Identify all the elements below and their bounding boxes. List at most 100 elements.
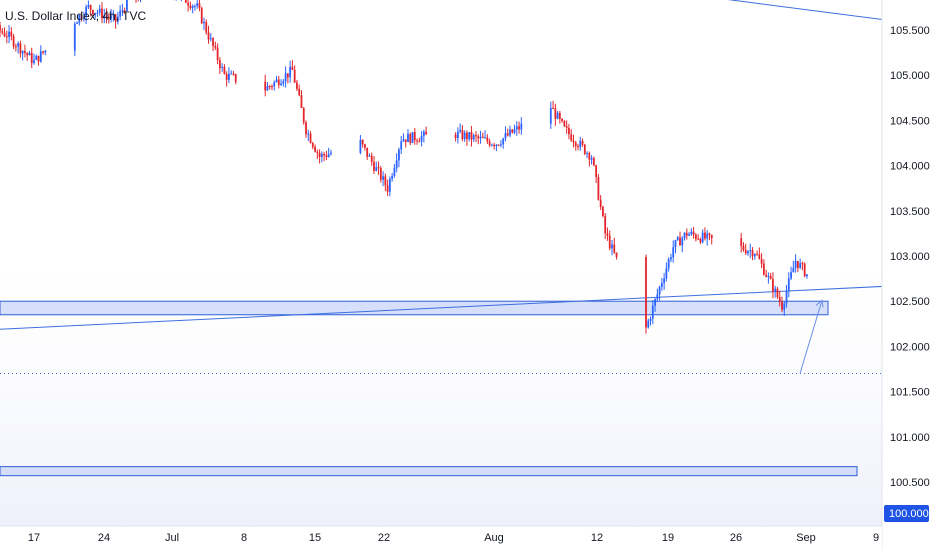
candle-body [579,140,582,148]
candle [667,257,670,272]
candle [497,144,500,147]
candle-body [366,147,369,157]
resistance-zone[interactable] [0,300,829,316]
candle [796,260,799,273]
candle [554,103,557,126]
candle-body [740,238,743,246]
candle-body [314,146,316,152]
candle-body [325,155,328,157]
candle-body [590,158,593,160]
background-tint [0,230,882,526]
candle [19,40,22,58]
time-tick-label: 12 [591,532,603,544]
candle [205,19,208,35]
candle [615,252,618,260]
candle-body [506,133,509,136]
candle [572,134,575,148]
candle-body [488,141,491,146]
candle-body [767,276,770,278]
candle-body [0,25,1,32]
candle [604,213,607,240]
candle [316,149,319,159]
candle [783,301,786,316]
candle [318,149,321,164]
candle-body [456,131,459,138]
candle-body [570,134,573,141]
candle [801,261,804,271]
candle [563,120,566,128]
upper-trendline[interactable] [510,0,932,45]
candle [96,9,99,17]
candle [769,272,772,280]
time-tick-label: Sep [796,532,816,544]
candle-body [747,251,749,254]
candle [776,286,779,299]
candle-body [316,151,319,153]
candle-body [286,73,289,78]
candle [212,37,214,52]
candle-body [232,73,235,75]
candle [221,63,224,72]
candle-body [311,142,314,147]
candle-body [753,254,756,257]
candlestick-series [0,0,808,334]
candle-body [588,153,591,160]
candle [320,151,323,163]
candle [230,70,233,75]
candle [264,74,267,97]
candle-body [665,268,668,279]
candle-body [409,133,412,143]
support-zone[interactable] [0,466,858,477]
price-tick-label: 105.500 [890,25,930,37]
candle [670,253,672,263]
candle-body [377,167,380,169]
candle-body [33,59,35,64]
candle-body [187,2,190,6]
candle-body [756,254,758,256]
candle-body [230,73,233,75]
candle [740,232,743,253]
chart-title: U.S. Dollar Index, 4h, TVC [5,9,147,23]
candle-body [749,250,752,252]
candle [556,110,559,120]
candle-body [742,245,745,251]
candle-body [706,233,709,239]
candle [570,128,573,142]
projection-arrow[interactable] [799,300,823,374]
candle-body [284,73,287,82]
candle [80,11,83,22]
candle-body [481,136,484,138]
candle [198,0,201,12]
candle-body [126,0,128,11]
candle-body [654,299,656,306]
candle [599,195,602,211]
candle [370,152,373,166]
candle [649,316,652,326]
candle-body [558,112,561,119]
candle [692,226,695,239]
candle-body [701,232,704,243]
candle [504,126,507,142]
candle-body [586,153,588,155]
candle [651,300,654,324]
candle-body [194,5,196,7]
candle-body [28,52,31,56]
candle-body [112,14,115,16]
candle [314,144,316,153]
price-tick-label: 103.500 [890,206,930,218]
price-tick-label: 104.000 [890,161,930,173]
candle-body [484,137,486,139]
time-axis[interactable]: 17 24 Jul 8 15 22 Aug 12 19 26 Sep 9 [0,525,882,550]
candle-body [599,199,602,207]
candle-body [776,288,779,298]
candle-body [692,231,695,235]
price-axis[interactable]: 105.500 105.000 104.500 104.000 103.500 103.0… [881,0,932,550]
candle-body [395,160,398,168]
candle [44,50,47,56]
candle-body [679,237,681,246]
candle [679,231,681,246]
candle [758,247,761,260]
candle-body [697,238,700,240]
candle-body [307,133,310,135]
